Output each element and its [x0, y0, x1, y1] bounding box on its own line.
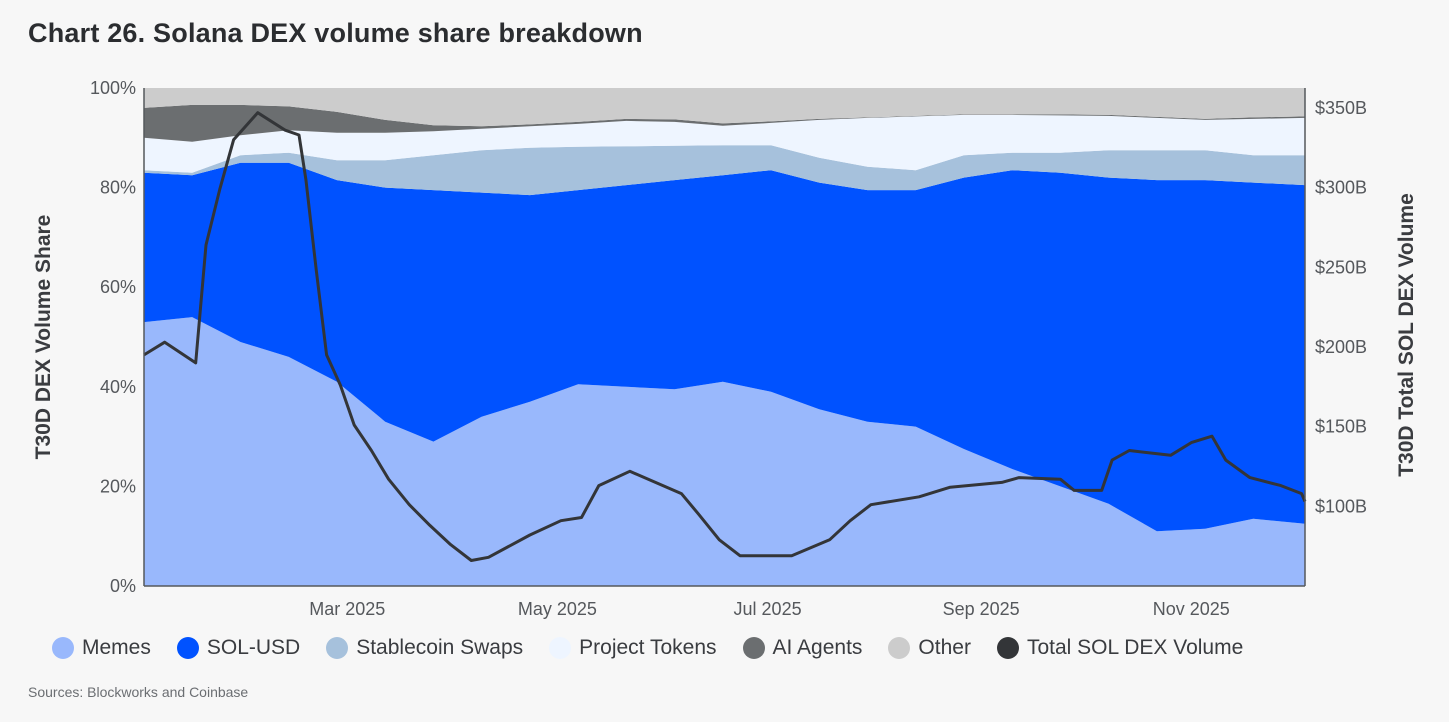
left-tick-label: 0% [110, 576, 136, 596]
area-sol-usd [144, 162, 1305, 532]
legend-label: AI Agents [772, 636, 863, 659]
x-tick-label: Jul 2025 [734, 599, 802, 619]
legend-swatch-icon [176, 637, 199, 659]
area-project-tokens [144, 114, 1305, 173]
legend-item: Other [888, 636, 971, 660]
right-tick-label: $350B [1315, 98, 1367, 118]
source-note: Sources: Blockworks and Coinbase [28, 684, 249, 700]
right-tick-label: $100B [1315, 496, 1367, 516]
legend-item: AI Agents [742, 636, 863, 660]
area-stablecoin-swaps [144, 145, 1305, 196]
left-tick-label: 20% [100, 476, 136, 496]
legend-swatch-icon [742, 637, 765, 659]
line-total-sol-dex-volume [143, 111, 1307, 562]
x-tick-label: Nov 2025 [1153, 599, 1230, 619]
legend: Memes SOL-USD Stablecoin Swaps Project Toke… [52, 636, 1243, 660]
left-tick-label: 100% [90, 78, 136, 98]
legend-label: SOL-USD [206, 636, 301, 659]
left-tick-label: 40% [100, 377, 136, 397]
legend-label: Project Tokens [579, 636, 717, 659]
left-axis-title: T30D DEX Volume Share [32, 215, 55, 460]
legend-swatch-icon [326, 637, 349, 659]
right-axis-title: T30D Total SOL DEX Volume [1395, 193, 1418, 477]
legend-item: Total SOL DEX Volume [996, 636, 1244, 660]
right-tick-label: $150B [1315, 417, 1367, 437]
area-other [144, 88, 1305, 127]
area-ai-agents [144, 104, 1305, 142]
right-tick-label: $250B [1315, 257, 1367, 277]
x-tick-label: Mar 2025 [309, 599, 385, 619]
x-tick-label: Sep 2025 [943, 599, 1020, 619]
legend-label: Memes [82, 636, 151, 659]
legend-item: Memes [52, 636, 151, 660]
left-tick-label: 80% [100, 178, 136, 198]
legend-item: Project Tokens [549, 636, 717, 660]
legend-label: Stablecoin Swaps [356, 636, 524, 659]
legend-swatch-icon [996, 637, 1019, 659]
left-tick-label: 60% [100, 277, 136, 297]
right-tick-label: $200B [1315, 337, 1367, 357]
legend-label: Other [918, 636, 971, 659]
area-memes [144, 317, 1305, 586]
legend-swatch-icon [888, 637, 911, 659]
legend-label: Total SOL DEX Volume [1026, 636, 1244, 659]
legend-item: Stablecoin Swaps [326, 636, 523, 660]
legend-item: SOL-USD [176, 636, 301, 660]
x-tick-label: May 2025 [518, 599, 597, 619]
legend-swatch-icon [549, 637, 572, 659]
legend-swatch-icon [52, 637, 74, 659]
right-tick-label: $300B [1315, 178, 1367, 198]
chart-title: Chart 26. Solana DEX volume share breakd… [28, 18, 643, 48]
